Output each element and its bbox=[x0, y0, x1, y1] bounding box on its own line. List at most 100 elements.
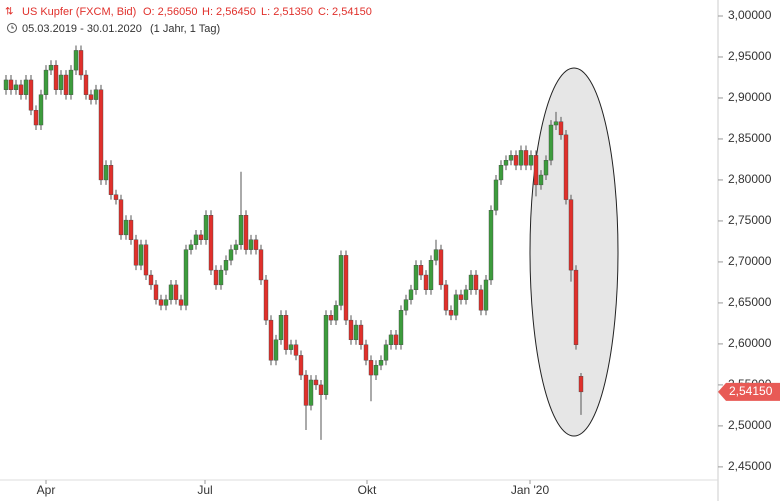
candle-body bbox=[83, 74, 89, 95]
candle-body bbox=[43, 69, 49, 95]
candle-body bbox=[133, 239, 139, 266]
candle-body bbox=[418, 265, 424, 276]
candle-body bbox=[523, 150, 529, 166]
candle-body bbox=[353, 324, 359, 341]
candle-body bbox=[528, 155, 534, 166]
x-tick-label: Okt bbox=[358, 483, 377, 497]
candle-body bbox=[8, 79, 14, 90]
candle-body bbox=[173, 284, 179, 300]
candle-body bbox=[203, 215, 209, 240]
candle-body bbox=[168, 284, 174, 300]
x-tick-label: Jan '20 bbox=[511, 483, 550, 497]
candle-body bbox=[373, 365, 379, 376]
y-tick-label: 2,75000 bbox=[728, 213, 772, 227]
y-tick-label: 2,60000 bbox=[728, 336, 772, 350]
candle-body bbox=[368, 360, 374, 376]
candle-body bbox=[553, 121, 559, 126]
y-tick-label: 2,80000 bbox=[728, 172, 772, 186]
candle-body bbox=[378, 360, 384, 366]
candle-body bbox=[513, 155, 519, 166]
candle-body bbox=[333, 305, 339, 321]
candle-body bbox=[143, 244, 149, 276]
candle-body bbox=[363, 344, 369, 361]
candle-body bbox=[503, 160, 509, 166]
candle-body bbox=[468, 274, 474, 291]
candle-body bbox=[178, 299, 184, 306]
candle-body bbox=[398, 310, 404, 345]
candle-body bbox=[473, 274, 479, 291]
candle-body bbox=[578, 376, 584, 393]
candle-body bbox=[493, 179, 499, 211]
y-tick-label: 3,00000 bbox=[728, 8, 772, 22]
candle-body bbox=[488, 210, 494, 281]
candle-body bbox=[268, 319, 274, 361]
candle-body bbox=[558, 121, 564, 136]
candle-body bbox=[318, 384, 324, 395]
candle-body bbox=[118, 199, 124, 236]
candle-body bbox=[3, 79, 9, 90]
candle-body bbox=[193, 234, 199, 245]
candle-body bbox=[113, 194, 119, 200]
candle-body bbox=[53, 64, 59, 90]
candle-body bbox=[258, 249, 264, 281]
clock-hands bbox=[11, 25, 14, 29]
candle-body bbox=[103, 164, 109, 181]
candle-body bbox=[303, 374, 309, 406]
candle-body bbox=[443, 284, 449, 311]
high-value: H: 2,56450 bbox=[202, 6, 256, 18]
period: (1 Jahr, 1 Tag) bbox=[150, 23, 220, 35]
candle-body bbox=[183, 249, 189, 306]
candle-body bbox=[78, 50, 84, 76]
last-price-badge bbox=[718, 382, 780, 401]
candle-body bbox=[393, 334, 399, 345]
candle-body bbox=[573, 269, 579, 345]
y-tick-label: 2,95000 bbox=[728, 49, 772, 63]
candle-body bbox=[58, 74, 64, 90]
y-tick-label: 2,70000 bbox=[728, 254, 772, 268]
candle-body bbox=[483, 279, 489, 311]
candle-body bbox=[568, 199, 574, 271]
open-value: O: 2,56050 bbox=[143, 6, 197, 18]
candle-body bbox=[138, 244, 144, 266]
candle-body bbox=[498, 164, 504, 181]
candle-body bbox=[253, 239, 259, 250]
candle-body bbox=[248, 239, 254, 250]
candle-body bbox=[383, 344, 389, 361]
candle-body bbox=[543, 160, 549, 176]
candle-body bbox=[128, 219, 134, 240]
candle-body bbox=[518, 150, 524, 166]
candle-body bbox=[223, 260, 229, 271]
candle-body bbox=[348, 319, 354, 341]
candle-body bbox=[328, 315, 334, 321]
candles bbox=[3, 45, 584, 440]
candle-body bbox=[13, 84, 19, 90]
y-tick-label: 2,85000 bbox=[728, 131, 772, 145]
chart-icon: ⇅ bbox=[5, 7, 13, 18]
candle-body bbox=[28, 79, 34, 111]
candle-body bbox=[198, 234, 204, 240]
candle-body bbox=[148, 274, 154, 286]
date-range: 05.03.2019 - 30.01.2020 bbox=[22, 23, 142, 35]
candle-body bbox=[228, 249, 234, 261]
candle-body bbox=[188, 244, 194, 250]
last-price-label: 2,54150 bbox=[729, 384, 773, 398]
candle-body bbox=[408, 289, 414, 300]
candle-body bbox=[238, 215, 244, 245]
candle-body bbox=[323, 315, 329, 395]
candle-body bbox=[23, 79, 29, 95]
candle-body bbox=[463, 289, 469, 300]
candle-body bbox=[243, 215, 249, 250]
candle-body bbox=[218, 269, 224, 286]
candle-body bbox=[213, 269, 219, 286]
candle-body bbox=[63, 74, 69, 95]
candle-body bbox=[438, 249, 444, 286]
candle-body bbox=[38, 94, 44, 126]
x-tick-label: Apr bbox=[37, 483, 56, 497]
candle-body bbox=[158, 299, 164, 306]
candle-body bbox=[388, 334, 394, 345]
candle-body bbox=[478, 289, 484, 311]
symbol: US Kupfer (FXCM, Bid) bbox=[22, 6, 136, 18]
candle-body bbox=[313, 379, 319, 386]
low-value: L: 2,51350 bbox=[261, 6, 313, 18]
